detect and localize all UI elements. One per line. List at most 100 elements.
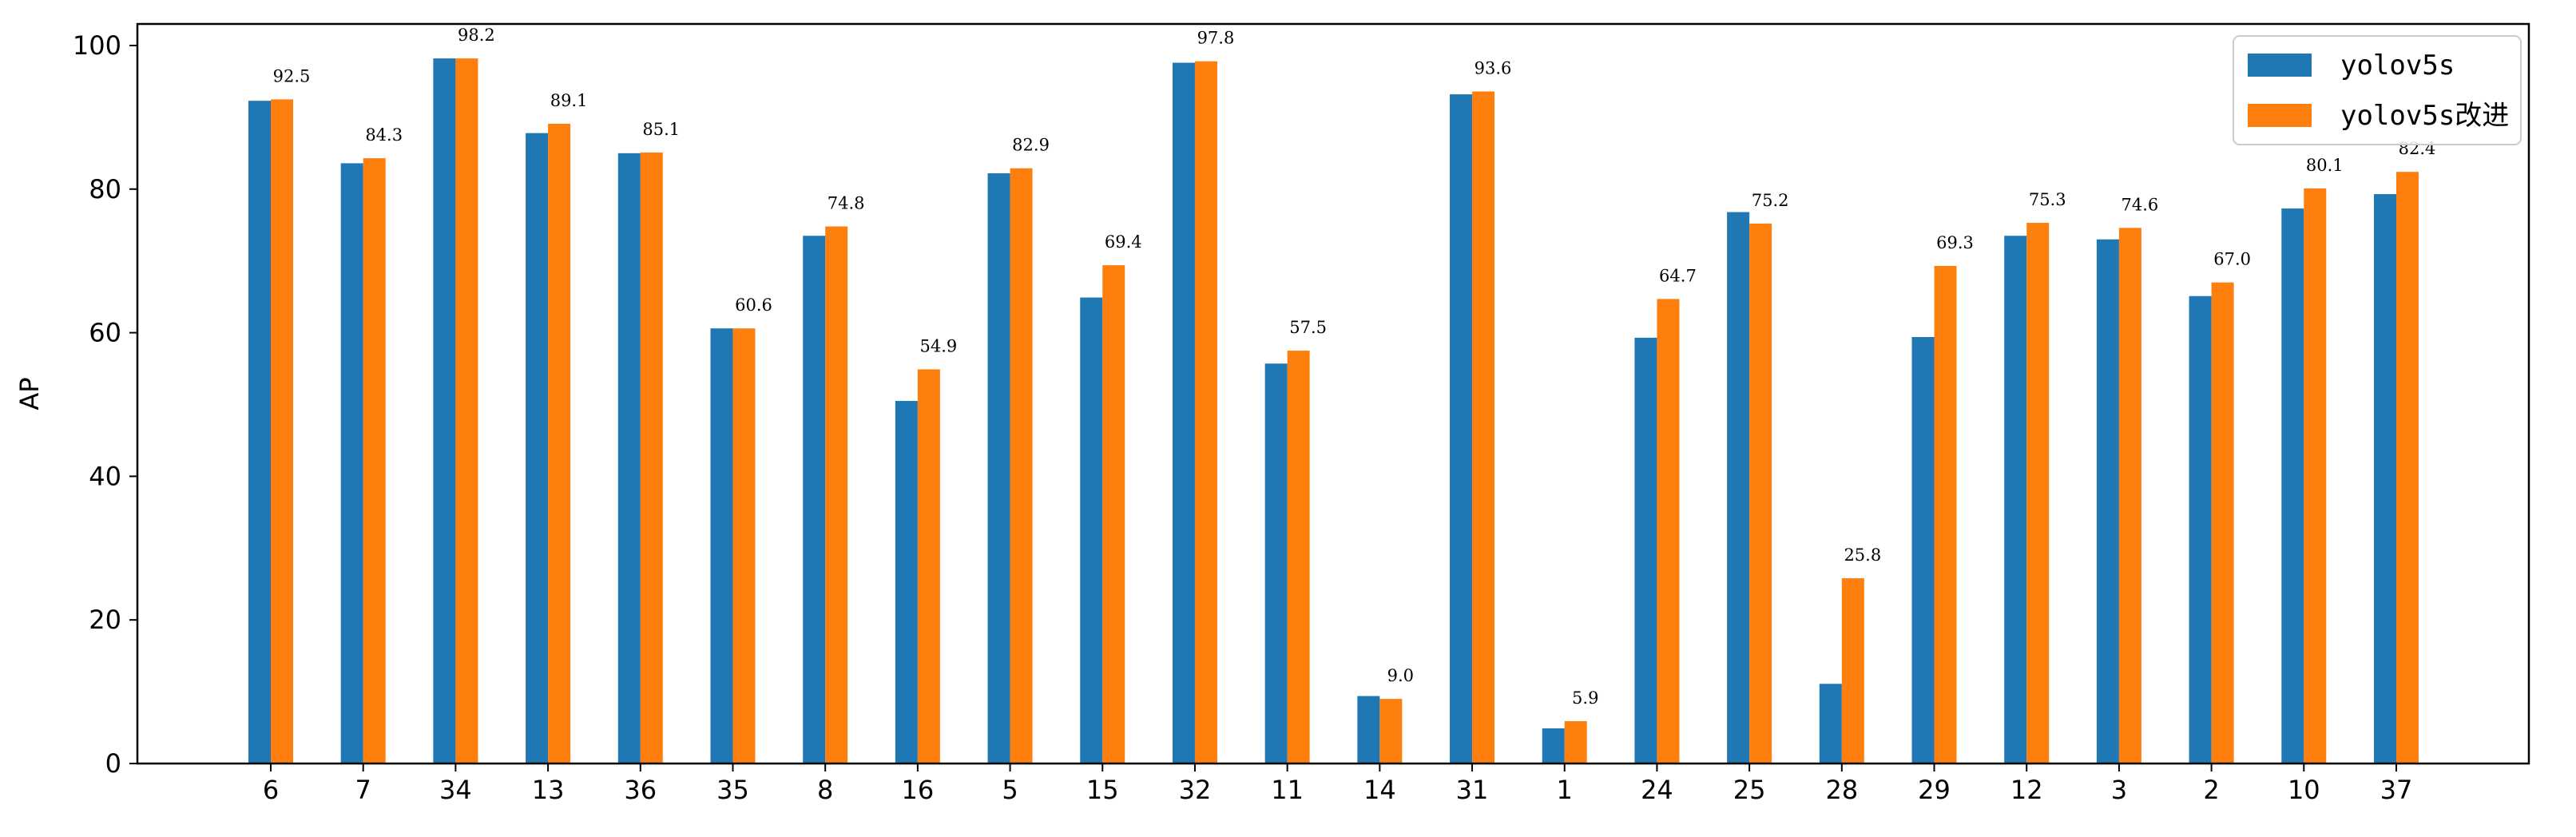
y-tick-label-80: 80 bbox=[89, 174, 121, 204]
data-label-14: 9.0 bbox=[1387, 666, 1414, 685]
bar-yolov5s-improved-36 bbox=[640, 152, 663, 764]
bar-yolov5s-1 bbox=[1542, 728, 1565, 764]
x-tick-label-7: 7 bbox=[355, 775, 371, 805]
data-label-35: 60.6 bbox=[735, 296, 772, 315]
legend-label-yolov5s: yolov5s bbox=[2340, 50, 2455, 81]
bar-yolov5s-improved-16 bbox=[917, 369, 940, 764]
data-label-11: 57.5 bbox=[1289, 318, 1327, 337]
bar-yolov5s-7 bbox=[340, 163, 363, 764]
data-label-6: 92.5 bbox=[273, 66, 311, 85]
data-label-8: 74.8 bbox=[828, 194, 865, 213]
data-label-10: 80.1 bbox=[2306, 156, 2344, 175]
bar-yolov5s-improved-1 bbox=[1564, 720, 1587, 764]
bar-yolov5s-31 bbox=[1450, 94, 1473, 764]
data-label-34: 98.2 bbox=[458, 26, 495, 45]
bar-yolov5s-3 bbox=[2096, 239, 2119, 764]
bar-yolov5s-improved-7 bbox=[363, 158, 386, 764]
data-label-2: 67.0 bbox=[2213, 250, 2251, 269]
bar-yolov5s-improved-6 bbox=[271, 99, 293, 764]
x-tick-label-8: 8 bbox=[817, 775, 833, 805]
x-tick-label-34: 34 bbox=[439, 775, 472, 805]
data-label-15: 69.4 bbox=[1105, 232, 1142, 252]
bar-yolov5s-12 bbox=[2004, 236, 2027, 764]
bar-yolov5s-5 bbox=[987, 173, 1010, 764]
bar-yolov5s-improved-31 bbox=[1472, 91, 1495, 764]
bar-yolov5s-improved-25 bbox=[1749, 223, 1772, 764]
x-axis: 6 7 34 13 36 35 8 16 5 15 32 11 14 31 1 24 25 28 29 12 3 2 10 3… bbox=[263, 764, 2413, 805]
bar-yolov5s-16 bbox=[895, 400, 918, 764]
x-tick-label-5: 5 bbox=[1002, 775, 1018, 805]
bar-yolov5s-improved-10 bbox=[2304, 188, 2327, 764]
x-tick-label-3: 3 bbox=[2111, 775, 2127, 805]
x-tick-label-6: 6 bbox=[263, 775, 279, 805]
y-tick-label-20: 20 bbox=[89, 605, 121, 635]
bar-yolov5s-improved-12 bbox=[2026, 223, 2050, 764]
data-label-28: 25.8 bbox=[1844, 545, 1881, 565]
bar-yolov5s-35 bbox=[710, 328, 733, 764]
bar-yolov5s-2 bbox=[2189, 296, 2212, 764]
y-tick-label-0: 0 bbox=[105, 748, 121, 779]
x-tick-label-12: 12 bbox=[2010, 775, 2043, 805]
y-axis-label: AP bbox=[14, 377, 45, 410]
plot-frame bbox=[136, 22, 2530, 765]
data-label-36: 85.1 bbox=[642, 120, 680, 139]
bars-layer bbox=[248, 58, 2419, 764]
x-tick-label-37: 37 bbox=[2380, 775, 2413, 805]
bar-yolov5s-improved-29 bbox=[1934, 265, 1957, 764]
x-tick-label-13: 13 bbox=[532, 775, 565, 805]
bar-yolov5s-34 bbox=[433, 58, 456, 764]
data-labels-layer: 92.5 84.3 98.2 89.1 85.1 60.6 74.8 54.9 82.9 69.4… bbox=[273, 26, 2436, 708]
x-tick-label-32: 32 bbox=[1179, 775, 1212, 805]
bar-yolov5s-28 bbox=[1819, 684, 1842, 764]
bar-yolov5s-improved-37 bbox=[2396, 172, 2419, 764]
data-label-3: 74.6 bbox=[2122, 195, 2159, 214]
data-label-1: 5.9 bbox=[1572, 688, 1598, 708]
bar-yolov5s-improved-24 bbox=[1657, 299, 1680, 764]
data-label-5: 82.9 bbox=[1012, 136, 1050, 155]
data-label-12: 75.3 bbox=[2029, 190, 2066, 209]
bar-yolov5s-improved-2 bbox=[2211, 282, 2234, 764]
data-label-24: 64.7 bbox=[1659, 266, 1697, 285]
data-label-7: 84.3 bbox=[365, 125, 403, 145]
bar-yolov5s-14 bbox=[1357, 696, 1380, 764]
y-tick-label-60: 60 bbox=[89, 318, 121, 348]
x-tick-label-29: 29 bbox=[1918, 775, 1951, 805]
bar-yolov5s-29 bbox=[1911, 336, 1935, 764]
legend-label-yolov5s-improved: yolov5s改进 bbox=[2340, 100, 2509, 132]
bar-yolov5s-improved-3 bbox=[2118, 228, 2141, 764]
data-label-13: 89.1 bbox=[550, 91, 588, 110]
bar-yolov5s-25 bbox=[1727, 212, 1750, 764]
x-tick-label-16: 16 bbox=[902, 775, 935, 805]
x-tick-label-35: 35 bbox=[716, 775, 749, 805]
y-tick-label-100: 100 bbox=[73, 30, 121, 61]
bar-yolov5s-6 bbox=[248, 101, 271, 764]
data-label-31: 93.6 bbox=[1475, 59, 1512, 78]
bar-yolov5s-improved-14 bbox=[1379, 699, 1403, 764]
x-tick-label-14: 14 bbox=[1363, 775, 1396, 805]
y-tick-label-40: 40 bbox=[89, 461, 121, 491]
legend-swatch-yolov5s-improved bbox=[2248, 104, 2312, 127]
x-tick-label-11: 11 bbox=[1271, 775, 1304, 805]
bar-yolov5s-32 bbox=[1172, 62, 1195, 764]
x-tick-label-25: 25 bbox=[1733, 775, 1766, 805]
y-axis: 0 20 40 60 80 100 bbox=[73, 30, 137, 779]
bar-yolov5s-improved-8 bbox=[825, 226, 848, 764]
data-label-32: 97.8 bbox=[1197, 29, 1235, 48]
x-tick-label-1: 1 bbox=[1557, 775, 1573, 805]
data-label-16: 54.9 bbox=[919, 336, 957, 355]
x-tick-label-15: 15 bbox=[1086, 775, 1119, 805]
bar-yolov5s-36 bbox=[617, 153, 641, 764]
bar-yolov5s-15 bbox=[1080, 297, 1103, 764]
bar-yolov5s-11 bbox=[1264, 363, 1288, 764]
x-tick-label-28: 28 bbox=[1825, 775, 1858, 805]
bar-yolov5s-improved-11 bbox=[1287, 351, 1310, 764]
bar-yolov5s-improved-34 bbox=[455, 58, 478, 764]
x-tick-label-24: 24 bbox=[1641, 775, 1673, 805]
bar-yolov5s-13 bbox=[526, 133, 549, 764]
legend-swatch-yolov5s bbox=[2248, 54, 2312, 77]
bar-yolov5s-10 bbox=[2281, 208, 2304, 764]
bar-yolov5s-improved-28 bbox=[1841, 578, 1864, 764]
bar-yolov5s-37 bbox=[2374, 194, 2396, 764]
data-label-29: 69.3 bbox=[1936, 233, 1974, 252]
